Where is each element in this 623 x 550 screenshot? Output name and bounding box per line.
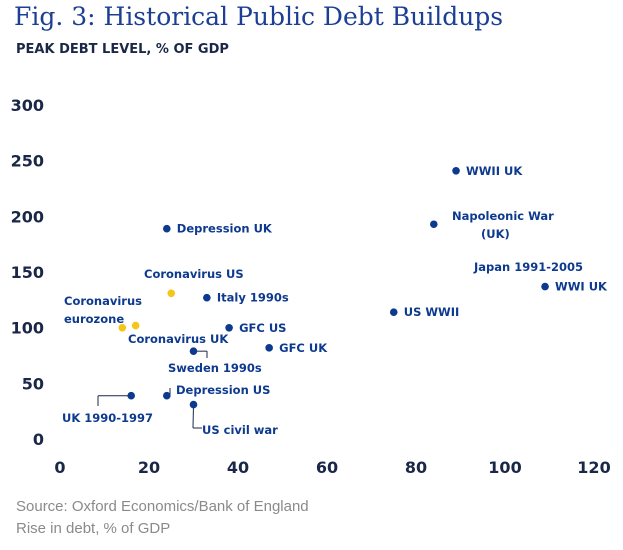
data-label: eurozone — [64, 312, 124, 326]
data-point — [127, 391, 135, 400]
data-point — [203, 293, 211, 302]
data-point — [430, 220, 438, 229]
x-tick-label: 0 — [54, 458, 65, 477]
data-point — [541, 282, 549, 291]
data-label: Italy 1990s — [217, 291, 289, 305]
chart-subtitle: PEAK DEBT LEVEL, % OF GDP — [16, 42, 229, 57]
data-point — [189, 347, 198, 355]
data-label: WWI UK — [555, 280, 608, 294]
x-tick-label: 100 — [488, 458, 521, 477]
y-tick-label: 0 — [33, 430, 44, 449]
data-label: (UK) — [481, 227, 510, 241]
data-label: Coronavirus US — [144, 267, 244, 281]
x-axis-label: Rise in debt, % of GDP — [16, 520, 171, 537]
x-tick-label: 80 — [405, 458, 427, 477]
data-point — [131, 321, 140, 330]
y-tick-label: 300 — [11, 96, 44, 115]
x-tick-label: 60 — [316, 458, 338, 477]
data-label: US WWII — [404, 305, 460, 319]
chart-title: Fig. 3: Historical Public Debt Buildups — [14, 2, 504, 31]
data-label: UK 1990-1997 — [62, 411, 153, 425]
scatter-chart: 0 50 100 150 200 250 300 0 20 40 60 80 100 120 WWII UK… — [11, 96, 611, 477]
leader-line — [192, 404, 194, 429]
source-note: Source: Oxford Economics/Bank of England — [16, 498, 309, 515]
data-label: WWII UK — [466, 164, 523, 178]
data-label: GFC UK — [279, 341, 328, 355]
data-label: Depression US — [176, 383, 270, 397]
data-point — [189, 400, 198, 409]
x-tick-label: 40 — [227, 458, 249, 477]
data-point — [265, 344, 273, 352]
y-tick-label: 200 — [11, 207, 44, 226]
data-point — [118, 323, 127, 332]
data-point — [163, 391, 171, 400]
data-point — [389, 308, 398, 316]
x-tick-label: 120 — [577, 458, 610, 477]
data-point — [167, 289, 176, 298]
data-label: GFC US — [239, 321, 286, 335]
data-label: Japan 1991-2005 — [473, 260, 583, 274]
data-label: Sweden 1990s — [168, 361, 262, 375]
data-label: Coronavirus UK — [128, 332, 229, 346]
data-label: Coronavirus — [64, 294, 142, 308]
data-label: Napoleonic War — [452, 209, 554, 223]
y-tick-label: 150 — [11, 263, 44, 282]
data-point — [225, 323, 233, 332]
y-tick-label: 250 — [11, 152, 44, 171]
y-tick-label: 50 — [22, 374, 44, 393]
x-tick-label: 20 — [138, 458, 160, 477]
y-tick-label: 100 — [11, 319, 44, 338]
data-label: US civil war — [202, 423, 278, 437]
data-point — [163, 224, 171, 233]
data-label: Depression UK — [177, 222, 273, 236]
data-point — [452, 167, 460, 175]
